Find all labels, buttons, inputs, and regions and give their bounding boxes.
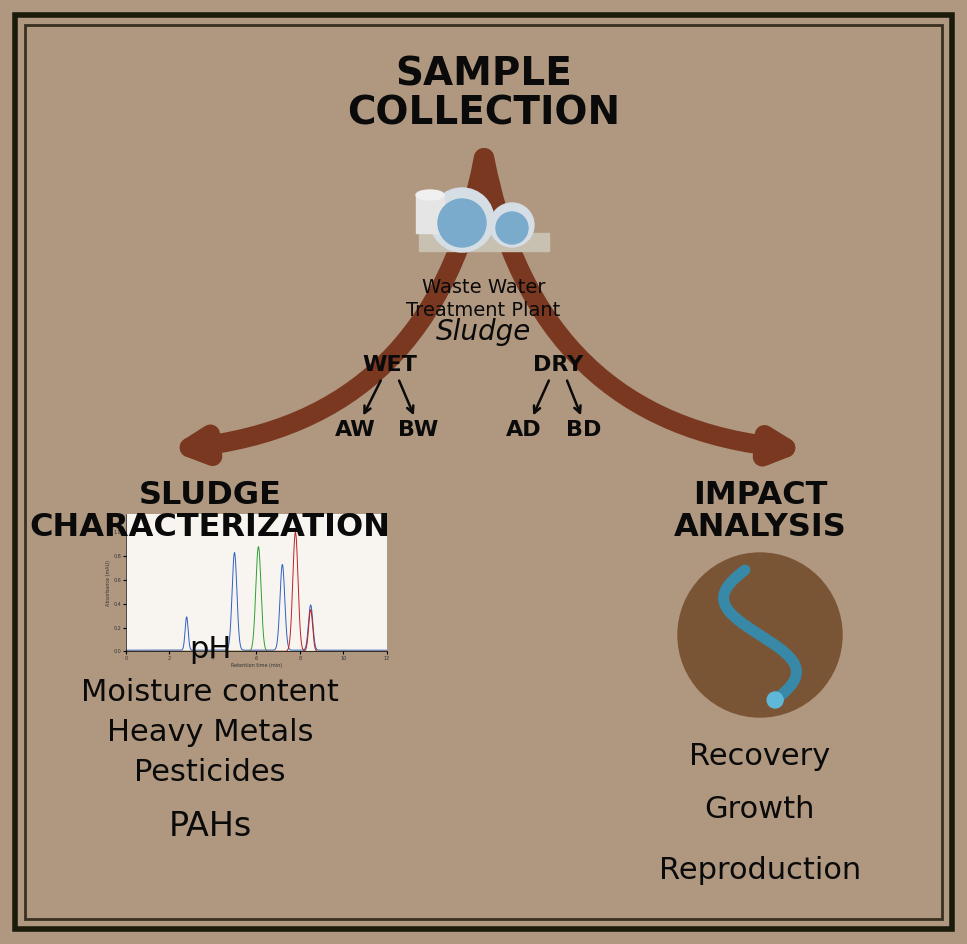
Text: Pesticides: Pesticides	[134, 758, 286, 787]
Circle shape	[678, 553, 842, 717]
Text: Growth: Growth	[705, 795, 815, 824]
FancyArrowPatch shape	[484, 158, 785, 457]
Circle shape	[490, 203, 534, 247]
Circle shape	[767, 692, 783, 708]
Text: Heavy Metals: Heavy Metals	[106, 718, 313, 747]
Circle shape	[438, 199, 486, 247]
Text: SLUDGE
CHARACTERIZATION: SLUDGE CHARACTERIZATION	[30, 480, 391, 543]
Text: BW: BW	[397, 420, 438, 440]
Text: PAHs: PAHs	[168, 810, 251, 843]
Ellipse shape	[416, 190, 444, 200]
Text: Reproduction: Reproduction	[659, 856, 862, 885]
Text: DRY: DRY	[533, 355, 583, 375]
Text: AD: AD	[506, 420, 542, 440]
Text: BD: BD	[567, 420, 601, 440]
Text: Waste Water
Treatment Plant: Waste Water Treatment Plant	[406, 278, 561, 321]
Circle shape	[430, 188, 494, 252]
Text: IMPACT
ANALYSIS: IMPACT ANALYSIS	[674, 480, 846, 543]
Text: pH: pH	[189, 635, 231, 664]
Text: Sludge: Sludge	[436, 318, 531, 346]
Text: SAMPLE
COLLECTION: SAMPLE COLLECTION	[347, 55, 620, 132]
Circle shape	[496, 212, 528, 244]
Bar	[419, 233, 549, 251]
FancyArrowPatch shape	[190, 158, 484, 456]
Text: WET: WET	[363, 355, 418, 375]
Text: Recovery: Recovery	[689, 742, 831, 771]
Text: AW: AW	[335, 420, 375, 440]
Bar	[416, 195, 444, 233]
Text: Moisture content: Moisture content	[81, 678, 339, 707]
